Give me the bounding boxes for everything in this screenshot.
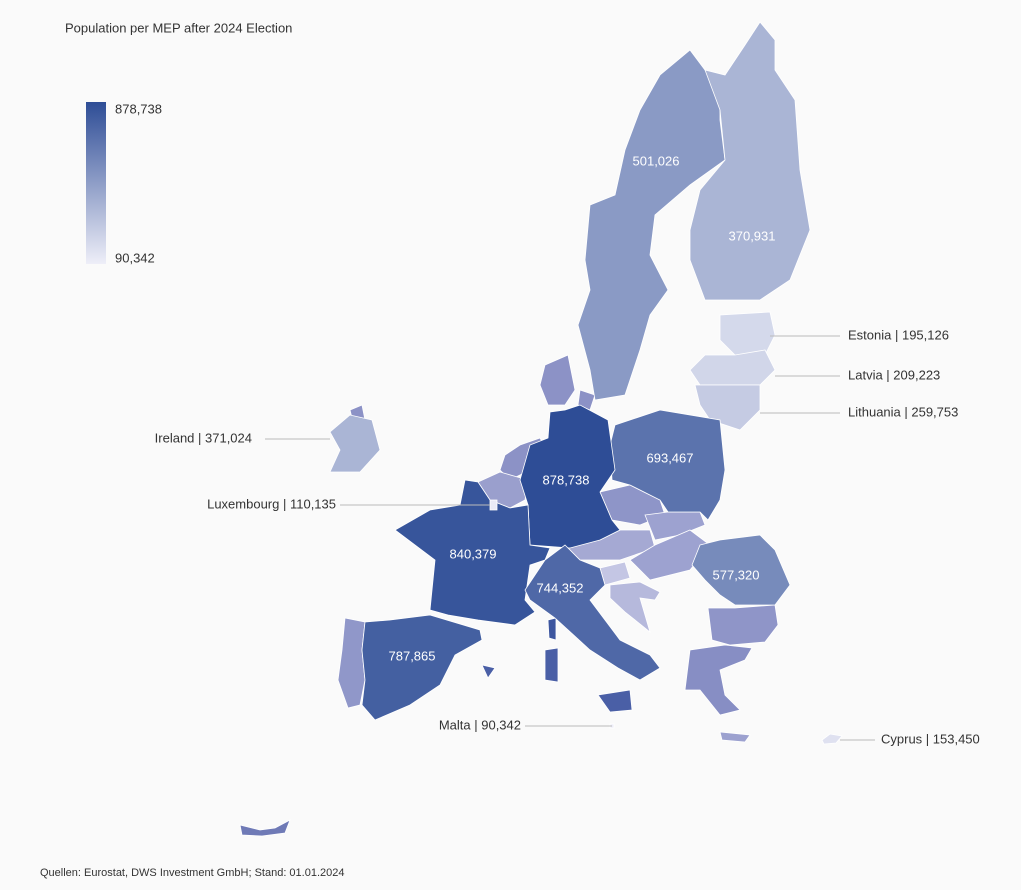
crete (719, 731, 751, 743)
value-label: 577,320 (713, 567, 760, 582)
corsica (547, 617, 557, 641)
callout-label: Latvia | 209,223 (848, 367, 940, 382)
legend-gradient (86, 102, 106, 264)
sicily (597, 689, 633, 713)
value-label: 787,865 (389, 648, 436, 663)
callout-label: Ireland | 371,024 (155, 430, 252, 445)
title: Population per MEP after 2024 Election (65, 20, 292, 35)
value-label: 693,467 (647, 450, 694, 465)
callout-label: Luxembourg | 110,135 (207, 496, 336, 511)
country (609, 409, 726, 521)
country (691, 534, 791, 606)
callout-label: Malta | 90,342 (439, 717, 521, 732)
legend-max: 878,738 (115, 101, 162, 116)
sardinia (544, 647, 559, 683)
legend-min: 90,342 (115, 250, 155, 265)
country (577, 49, 726, 401)
country (821, 733, 843, 745)
canaries (239, 819, 291, 837)
denmark (539, 354, 576, 406)
value-label: 744,352 (537, 580, 584, 595)
callout-label: Cyprus | 153,450 (881, 731, 980, 746)
value-label: 501,026 (633, 153, 680, 168)
callout-label: Lithuania | 259,753 (848, 404, 958, 419)
bulgaria (707, 604, 779, 646)
source: Quellen: Eurostat, DWS Investment GmbH; … (40, 867, 345, 879)
baleares (481, 664, 496, 679)
country (329, 414, 381, 473)
value-label: 878,738 (543, 472, 590, 487)
country (361, 614, 483, 721)
croatia (609, 581, 661, 634)
country (524, 544, 661, 681)
country (489, 499, 498, 511)
country (719, 311, 776, 356)
callout-label: Estonia | 195,126 (848, 327, 949, 342)
other-countries (239, 354, 779, 837)
country (519, 404, 621, 549)
value-label: 840,379 (450, 546, 497, 561)
country (394, 479, 551, 626)
greece (684, 644, 753, 716)
country (689, 21, 811, 301)
value-label: 370,931 (729, 228, 776, 243)
